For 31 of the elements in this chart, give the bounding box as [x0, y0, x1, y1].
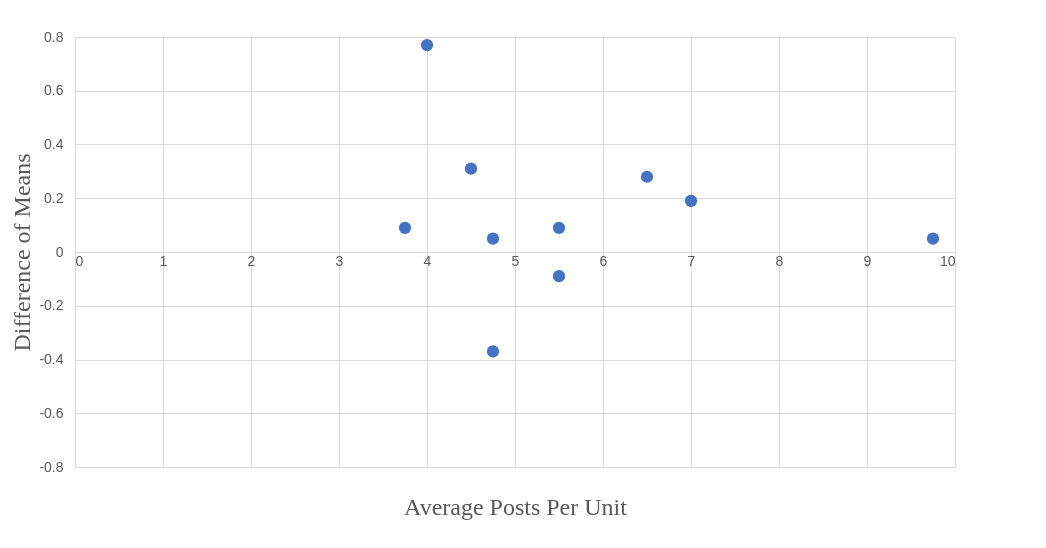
- y-axis-title: Difference of Means: [9, 153, 36, 352]
- x-tick-label: 7: [687, 252, 696, 269]
- x-tick-label: 5: [511, 252, 520, 269]
- point: [486, 345, 500, 358]
- x-tick-label: 4: [423, 252, 432, 269]
- x-tick-label: 9: [863, 252, 872, 269]
- point: [552, 221, 566, 234]
- y-tick-label: -0.6: [39, 404, 64, 421]
- x-tick-label: 1: [159, 252, 168, 269]
- y-tick-label: 0.4: [44, 136, 64, 152]
- y-tick-label: 0.8: [44, 28, 64, 45]
- point: [398, 221, 412, 234]
- point: [926, 232, 940, 245]
- x-tick-label: 10: [939, 252, 956, 269]
- x-tick-label: 0: [75, 252, 84, 269]
- point: [486, 232, 500, 245]
- y-tick-label: -0.2: [39, 297, 64, 314]
- y-tick-label: -0.8: [39, 458, 64, 475]
- y-tick-label: 0.2: [44, 189, 64, 206]
- y-tick-label: 0.6: [44, 82, 64, 99]
- point: [552, 270, 566, 283]
- x-tick-label: 6: [599, 252, 608, 269]
- point: [420, 38, 434, 52]
- y-tick-label: -0.4: [39, 351, 64, 367]
- x-tick-label: 2: [247, 252, 256, 269]
- x-tick-label: 8: [775, 252, 784, 269]
- point: [684, 194, 698, 208]
- x-axis-title: Average Posts Per Unit: [404, 493, 628, 520]
- point: [640, 170, 654, 183]
- x-tick-label: 3: [335, 252, 344, 269]
- point: [464, 162, 478, 175]
